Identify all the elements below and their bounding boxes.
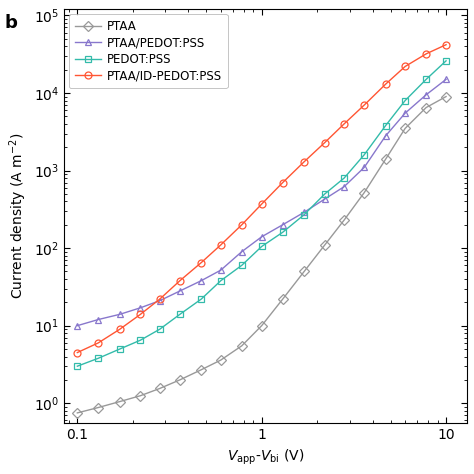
PTAA	[443, 94, 449, 100]
PTAA/ID-PEDOT:PSS	[157, 296, 163, 302]
PTAA	[239, 343, 245, 349]
PTAA/PEDOT:PSS	[423, 92, 429, 98]
PEDOT:PSS	[199, 296, 204, 302]
PTAA/ID-PEDOT:PSS	[322, 140, 328, 146]
PTAA	[199, 367, 204, 373]
PTAA/ID-PEDOT:PSS	[402, 64, 408, 69]
PTAA	[177, 377, 183, 383]
PTAA/PEDOT:PSS	[402, 110, 408, 116]
PEDOT:PSS	[117, 346, 123, 352]
PEDOT:PSS	[95, 356, 101, 361]
X-axis label: $V_\mathrm{app}$-$V_\mathrm{bi}$ (V): $V_\mathrm{app}$-$V_\mathrm{bi}$ (V)	[227, 448, 304, 467]
PTAA	[95, 405, 101, 410]
PTAA	[218, 357, 224, 363]
PEDOT:PSS	[218, 278, 224, 283]
PTAA/PEDOT:PSS	[74, 323, 80, 328]
PTAA	[423, 105, 429, 110]
PTAA/ID-PEDOT:PSS	[74, 350, 80, 356]
PTAA	[117, 399, 123, 404]
PEDOT:PSS	[443, 58, 449, 64]
PEDOT:PSS	[322, 191, 328, 197]
PTAA/PEDOT:PSS	[239, 249, 245, 255]
PEDOT:PSS	[301, 212, 307, 218]
PEDOT:PSS	[341, 175, 347, 181]
PTAA/ID-PEDOT:PSS	[137, 311, 143, 317]
Legend: PTAA, PTAA/PEDOT:PSS, PEDOT:PSS, PTAA/ID-PEDOT:PSS: PTAA, PTAA/PEDOT:PSS, PEDOT:PSS, PTAA/ID…	[69, 14, 228, 89]
PEDOT:PSS	[361, 152, 367, 157]
PTAA/ID-PEDOT:PSS	[177, 278, 183, 283]
PTAA/PEDOT:PSS	[361, 164, 367, 170]
PTAA/PEDOT:PSS	[177, 288, 183, 294]
PEDOT:PSS	[280, 229, 285, 235]
PEDOT:PSS	[74, 364, 80, 369]
PTAA/PEDOT:PSS	[301, 210, 307, 215]
PTAA	[280, 296, 285, 302]
PEDOT:PSS	[177, 311, 183, 317]
PTAA/PEDOT:PSS	[157, 298, 163, 303]
PTAA/ID-PEDOT:PSS	[199, 260, 204, 265]
PTAA/ID-PEDOT:PSS	[341, 121, 347, 127]
PTAA/PEDOT:PSS	[117, 311, 123, 317]
Line: PTAA: PTAA	[74, 93, 449, 416]
PTAA	[74, 410, 80, 416]
PTAA	[402, 126, 408, 131]
PEDOT:PSS	[157, 327, 163, 332]
PTAA/ID-PEDOT:PSS	[95, 340, 101, 346]
PTAA/ID-PEDOT:PSS	[259, 201, 264, 207]
PTAA/PEDOT:PSS	[280, 222, 285, 228]
PTAA/ID-PEDOT:PSS	[443, 42, 449, 47]
PEDOT:PSS	[402, 98, 408, 103]
PTAA/PEDOT:PSS	[95, 317, 101, 322]
PTAA	[157, 386, 163, 392]
Line: PEDOT:PSS: PEDOT:PSS	[74, 57, 449, 370]
Line: PTAA/ID-PEDOT:PSS: PTAA/ID-PEDOT:PSS	[74, 41, 449, 356]
PTAA/ID-PEDOT:PSS	[117, 327, 123, 332]
PTAA/PEDOT:PSS	[443, 76, 449, 82]
PTAA/PEDOT:PSS	[322, 196, 328, 202]
PTAA	[322, 242, 328, 248]
PTAA/ID-PEDOT:PSS	[423, 51, 429, 57]
PTAA	[301, 269, 307, 274]
PEDOT:PSS	[423, 76, 429, 82]
PTAA/PEDOT:PSS	[199, 278, 204, 283]
PTAA/ID-PEDOT:PSS	[218, 242, 224, 248]
PEDOT:PSS	[383, 123, 388, 128]
PTAA	[361, 190, 367, 195]
PTAA/PEDOT:PSS	[218, 267, 224, 273]
Line: PTAA/PEDOT:PSS: PTAA/PEDOT:PSS	[74, 76, 449, 329]
PEDOT:PSS	[239, 263, 245, 268]
PTAA/ID-PEDOT:PSS	[361, 102, 367, 108]
Text: b: b	[5, 14, 18, 32]
PEDOT:PSS	[137, 337, 143, 343]
PTAA/PEDOT:PSS	[383, 133, 388, 139]
PTAA/ID-PEDOT:PSS	[383, 82, 388, 87]
PTAA	[137, 393, 143, 399]
PTAA	[259, 323, 264, 328]
Y-axis label: Current density (A m$^{-2}$): Current density (A m$^{-2}$)	[7, 133, 28, 300]
PTAA/PEDOT:PSS	[259, 234, 264, 240]
PTAA	[341, 217, 347, 223]
PTAA/PEDOT:PSS	[341, 184, 347, 190]
PTAA	[383, 156, 388, 162]
PTAA/ID-PEDOT:PSS	[301, 159, 307, 164]
PEDOT:PSS	[259, 244, 264, 249]
PTAA/ID-PEDOT:PSS	[280, 180, 285, 185]
PTAA/ID-PEDOT:PSS	[239, 222, 245, 228]
PTAA/PEDOT:PSS	[137, 305, 143, 310]
